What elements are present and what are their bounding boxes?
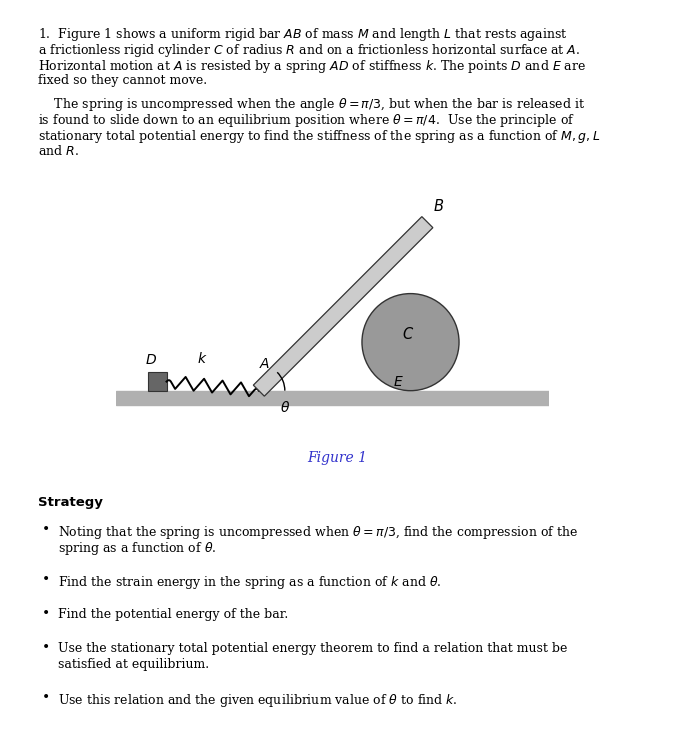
Text: •: •: [42, 641, 51, 655]
Text: Strategy: Strategy: [38, 496, 103, 509]
Text: Find the strain energy in the spring as a function of $k$ and $\theta$.: Find the strain energy in the spring as …: [58, 574, 441, 591]
Polygon shape: [253, 217, 433, 396]
Text: Use this relation and the given equilibrium value of $\theta$ to find $k$.: Use this relation and the given equilibr…: [58, 692, 458, 709]
Text: is found to slide down to an equilibrium position where $\theta = \pi/4$.  Use t: is found to slide down to an equilibrium…: [38, 112, 575, 129]
Text: $D$: $D$: [145, 353, 157, 367]
Bar: [148, 372, 166, 391]
Text: $B$: $B$: [433, 198, 443, 214]
Text: $A$: $A$: [259, 357, 270, 371]
Text: satisfied at equilibrium.: satisfied at equilibrium.: [58, 658, 209, 671]
Text: $k$: $k$: [197, 352, 207, 367]
Text: Find the potential energy of the bar.: Find the potential energy of the bar.: [58, 608, 288, 621]
Text: Noting that the spring is uncompressed when $\theta = \pi/3$, find the compressi: Noting that the spring is uncompressed w…: [58, 524, 578, 541]
Text: Figure 1: Figure 1: [307, 451, 367, 465]
Text: •: •: [42, 691, 51, 705]
Text: •: •: [42, 573, 51, 587]
Text: and $R$.: and $R$.: [38, 144, 79, 158]
Text: $E$: $E$: [393, 375, 404, 389]
Text: spring as a function of $\theta$.: spring as a function of $\theta$.: [58, 540, 216, 557]
Text: The spring is uncompressed when the angle $\theta = \pi/3$, but when the bar is : The spring is uncompressed when the angl…: [38, 96, 585, 113]
Text: •: •: [42, 523, 51, 537]
Text: stationary total potential energy to find the stiffness of the spring as a funct: stationary total potential energy to fin…: [38, 128, 601, 145]
Text: 1.  Figure 1 shows a uniform rigid bar $AB$ of mass $M$ and length $L$ that rest: 1. Figure 1 shows a uniform rigid bar $A…: [38, 26, 568, 43]
Bar: [116, 391, 549, 404]
Circle shape: [362, 293, 459, 391]
Text: $C$: $C$: [402, 327, 415, 342]
Text: Horizontal motion at $A$ is resisted by a spring $AD$ of stiffness $k$. The poin: Horizontal motion at $A$ is resisted by …: [38, 58, 586, 75]
Text: a frictionless rigid cylinder $C$ of radius $R$ and on a frictionless horizontal: a frictionless rigid cylinder $C$ of rad…: [38, 42, 580, 59]
Text: •: •: [42, 607, 51, 621]
Text: Use the stationary total potential energy theorem to find a relation that must b: Use the stationary total potential energ…: [58, 642, 568, 655]
Text: fixed so they cannot move.: fixed so they cannot move.: [38, 74, 207, 87]
Text: $\theta$: $\theta$: [280, 401, 290, 415]
